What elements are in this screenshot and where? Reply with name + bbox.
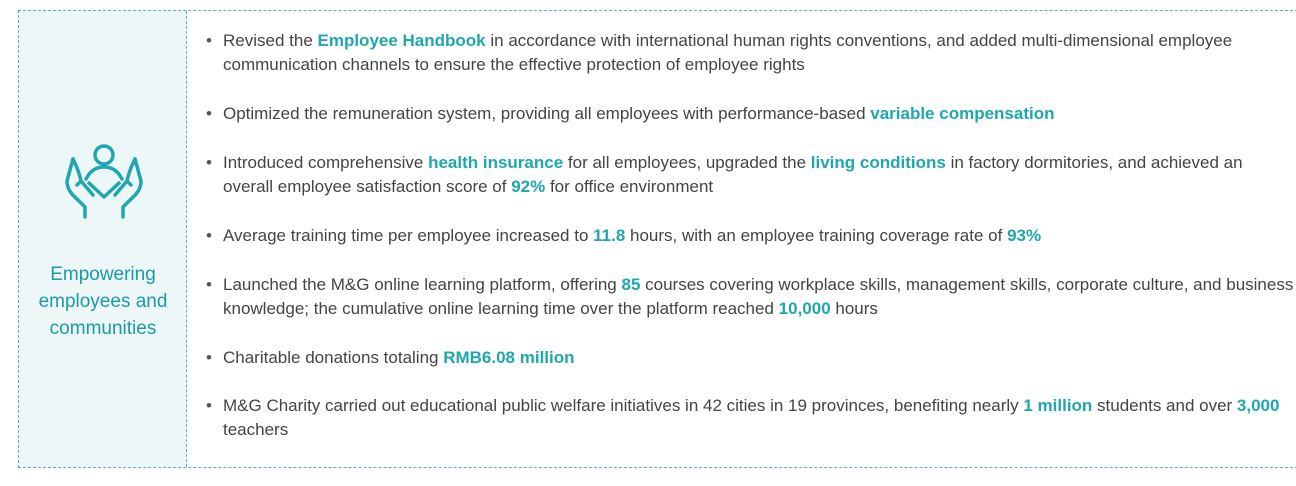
bullet-list: Revised the Employee Handbook in accorda… <box>204 29 1294 466</box>
body-text: Launched the M&G online learning platfor… <box>223 275 622 294</box>
panel-label: Empowering employees and communities <box>38 264 168 339</box>
bullet-item: Charitable donations totaling RMB6.08 mi… <box>204 346 1294 370</box>
side-panel: Empowering employees and communities <box>19 11 187 467</box>
bullet-item: M&G Charity carried out educational publ… <box>204 394 1294 442</box>
frame: Empowering employees and communities Rev… <box>18 10 1296 468</box>
icon <box>65 144 143 219</box>
body-text: M&G Charity carried out educational publ… <box>223 396 1024 415</box>
highlight-text: RMB6.08 million <box>443 348 575 367</box>
body-text: hours, with an employee training coverag… <box>625 226 1008 245</box>
bullet-item: Revised the Employee Handbook in accorda… <box>204 29 1294 77</box>
bullet-item: Average training time per employee incre… <box>204 224 1294 248</box>
bullet-item: Launched the M&G online learning platfor… <box>204 273 1294 321</box>
body-text: for office environment <box>545 177 714 196</box>
highlight-text: Employee Handbook <box>317 31 486 50</box>
body-text: in factory dormitories, and achieved an … <box>223 153 1243 196</box>
highlight-text: 1 million <box>1023 396 1093 415</box>
body-text: Optimized the remuneration system, provi… <box>223 104 871 123</box>
body-text: Introduced comprehensive <box>223 153 429 172</box>
bullet-item: Optimized the remuneration system, provi… <box>204 102 1294 126</box>
highlight-text: 93% <box>1007 226 1042 245</box>
highlight-text: 92% <box>511 177 546 196</box>
body-text: in accordance with international human r… <box>223 31 1233 74</box>
body-text: Average training time per employee incre… <box>223 226 594 245</box>
body-text: for all employees, upgraded the <box>563 153 811 172</box>
body-text: hours <box>830 299 878 318</box>
highlight-text: 85 <box>621 275 641 294</box>
body-text: courses covering workplace skills, manag… <box>223 275 1294 318</box>
body-text: Revised the <box>223 31 318 50</box>
body-text: students and over <box>1092 396 1237 415</box>
highlight-text: living conditions <box>810 153 946 172</box>
highlight-text: variable compensation <box>870 104 1055 123</box>
highlight-text: 3,000 <box>1236 396 1280 415</box>
highlight-text: health insurance <box>428 153 564 172</box>
body-text: Charitable donations totaling <box>223 348 444 367</box>
highlight-text: 10,000 <box>778 299 831 318</box>
body-text: teachers <box>223 420 289 439</box>
highlight-text: 11.8 <box>593 226 626 245</box>
bullet-item: Introduced comprehensive health insuranc… <box>204 151 1294 199</box>
